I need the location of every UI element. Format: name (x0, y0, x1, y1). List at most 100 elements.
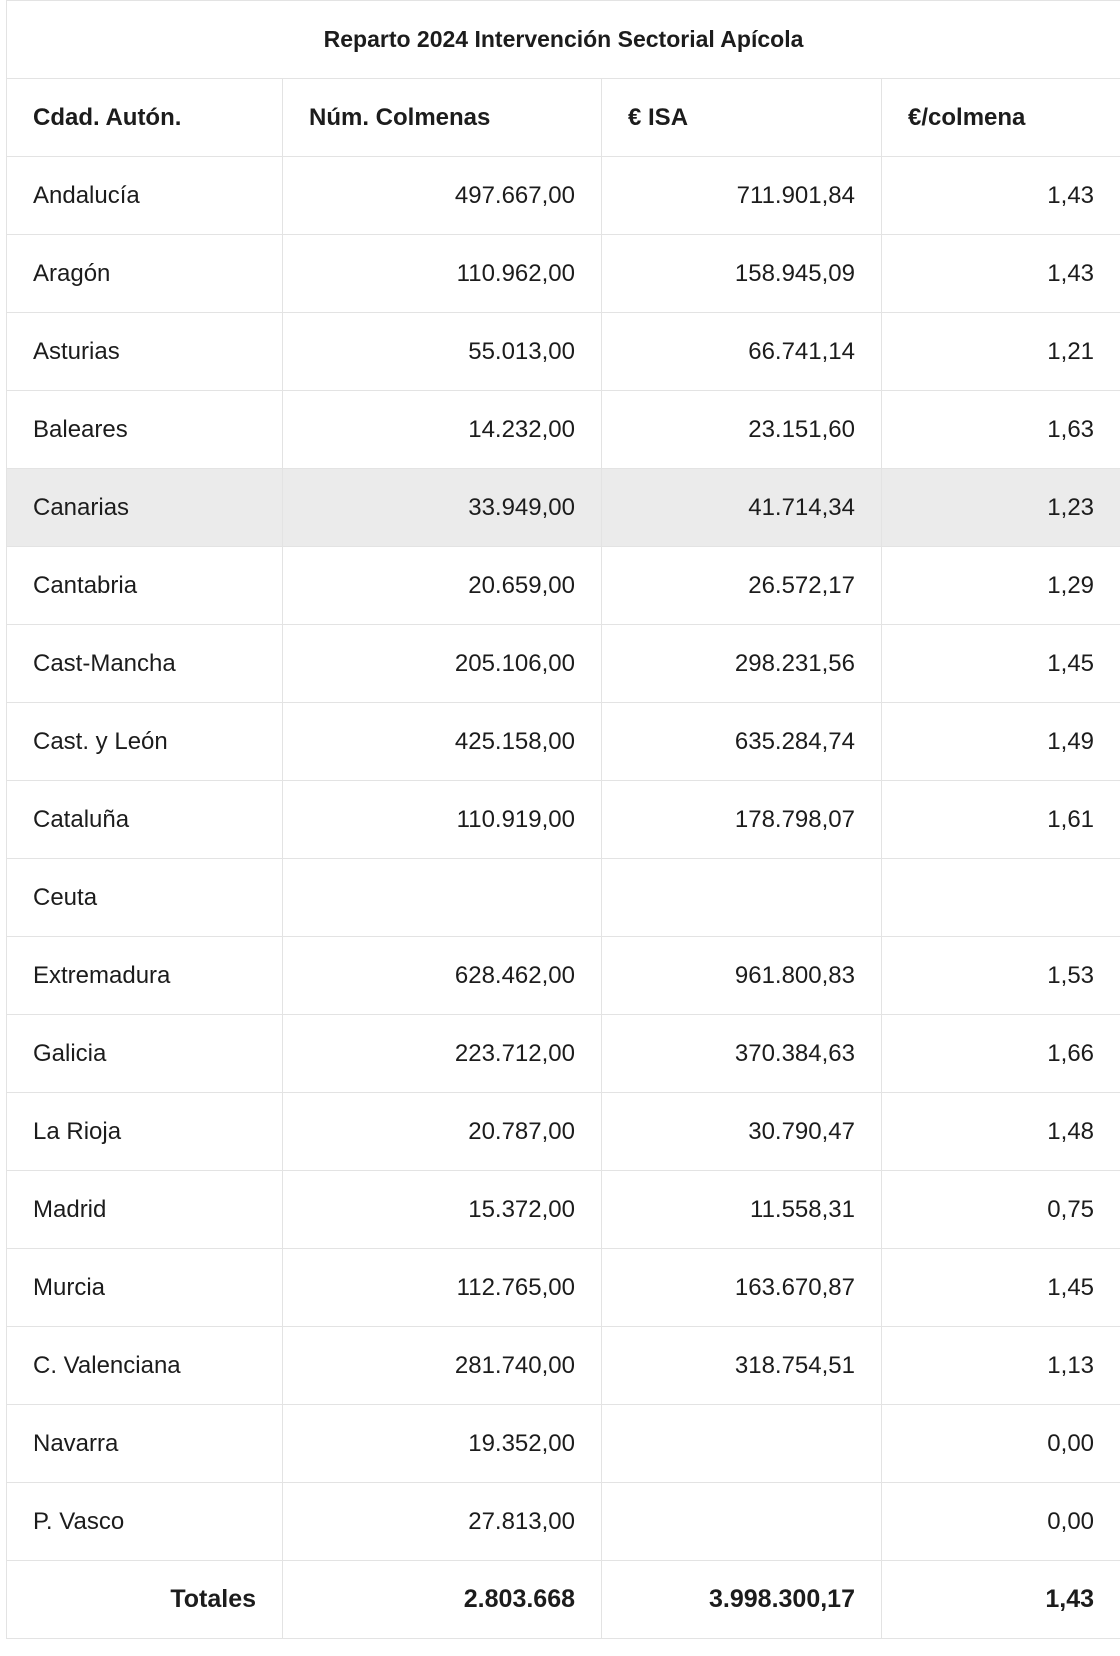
table-title: Reparto 2024 Intervención Sectorial Apíc… (5, 0, 1120, 79)
value-cell: 1,53 (880, 936, 1120, 1015)
value-cell: 370.384,63 (601, 1014, 882, 1093)
value-cell: 110.962,00 (282, 234, 602, 313)
table-body: Andalucía 497.667,00 711.901,84 1,43 Aragón 1… (6, 156, 1120, 1639)
data-row: La Rioja 20.787,00 30.790,47 1,48 (6, 1092, 1120, 1171)
data-row: Cast. y León 425.158,00 635.284,74 1,49 (6, 702, 1120, 781)
region-cell: Cast-Mancha (6, 624, 283, 703)
data-row: Cataluña 110.919,00 178.798,07 1,61 (6, 780, 1120, 859)
value-cell: 281.740,00 (282, 1326, 602, 1405)
column-header: Cdad. Autón. (6, 78, 283, 157)
value-cell: 1,23 (880, 468, 1120, 547)
data-row: Cantabria 20.659,00 26.572,17 1,29 (6, 546, 1120, 625)
value-cell: 163.670,87 (601, 1248, 882, 1327)
value-cell: 1,49 (880, 702, 1120, 781)
value-cell: 26.572,17 (601, 546, 882, 625)
value-cell: 205.106,00 (282, 624, 602, 703)
data-row: Extremadura 628.462,00 961.800,83 1,53 (6, 936, 1120, 1015)
header-row: Cdad. Autón. Núm. Colmenas € ISA €/colmena (6, 78, 1120, 157)
region-cell: Extremadura (6, 936, 283, 1015)
data-row: Murcia 112.765,00 163.670,87 1,45 (6, 1248, 1120, 1327)
totals-row: Totales 2.803.668 3.998.300,17 1,43 (6, 1560, 1120, 1639)
region-cell: Galicia (6, 1014, 283, 1093)
value-cell: 41.714,34 (601, 468, 882, 547)
region-cell: Baleares (6, 390, 283, 469)
value-cell: 33.949,00 (282, 468, 602, 547)
value-cell: 0,75 (880, 1170, 1120, 1249)
value-cell: 30.790,47 (601, 1092, 882, 1171)
value-cell: 1,66 (880, 1014, 1120, 1093)
value-cell (601, 1482, 882, 1561)
totals-value: 3.998.300,17 (601, 1560, 882, 1639)
column-header: €/colmena (880, 78, 1120, 157)
title-row: Reparto 2024 Intervención Sectorial Apíc… (5, 0, 1120, 79)
region-cell: Navarra (6, 1404, 283, 1483)
value-cell: 158.945,09 (601, 234, 882, 313)
region-cell: Cast. y León (6, 702, 283, 781)
value-cell: 15.372,00 (282, 1170, 602, 1249)
data-row: Aragón 110.962,00 158.945,09 1,43 (6, 234, 1120, 313)
value-cell: 66.741,14 (601, 312, 882, 391)
data-row: Asturias 55.013,00 66.741,14 1,21 (6, 312, 1120, 391)
value-cell: 1,21 (880, 312, 1120, 391)
value-cell: 1,29 (880, 546, 1120, 625)
value-cell: 318.754,51 (601, 1326, 882, 1405)
value-cell: 55.013,00 (282, 312, 602, 391)
data-row: Madrid 15.372,00 11.558,31 0,75 (6, 1170, 1120, 1249)
value-cell: 425.158,00 (282, 702, 602, 781)
region-cell: Murcia (6, 1248, 283, 1327)
data-row: Andalucía 497.667,00 711.901,84 1,43 (6, 156, 1120, 235)
value-cell: 1,63 (880, 390, 1120, 469)
value-cell: 628.462,00 (282, 936, 602, 1015)
value-cell: 1,61 (880, 780, 1120, 859)
value-cell: 497.667,00 (282, 156, 602, 235)
value-cell (880, 858, 1120, 937)
data-row: Cast-Mancha 205.106,00 298.231,56 1,45 (6, 624, 1120, 703)
value-cell: 223.712,00 (282, 1014, 602, 1093)
value-cell: 20.787,00 (282, 1092, 602, 1171)
value-cell: 19.352,00 (282, 1404, 602, 1483)
totals-label: Totales (6, 1560, 283, 1639)
region-cell: Ceuta (6, 858, 283, 937)
column-header: Núm. Colmenas (282, 78, 602, 157)
value-cell: 1,45 (880, 624, 1120, 703)
value-cell: 27.813,00 (282, 1482, 602, 1561)
region-cell: Cataluña (6, 780, 283, 859)
value-cell: 635.284,74 (601, 702, 882, 781)
value-cell: 1,48 (880, 1092, 1120, 1171)
totals-value: 2.803.668 (282, 1560, 602, 1639)
data-row: Ceuta (6, 858, 1120, 937)
region-cell: Canarias (6, 468, 283, 547)
allocation-table: Reparto 2024 Intervención Sectorial Apíc… (5, 0, 1120, 1639)
region-cell: C. Valenciana (6, 1326, 283, 1405)
data-row: Baleares 14.232,00 23.151,60 1,63 (6, 390, 1120, 469)
region-cell: Asturias (6, 312, 283, 391)
value-cell: 14.232,00 (282, 390, 602, 469)
value-cell: 0,00 (880, 1482, 1120, 1561)
value-cell: 178.798,07 (601, 780, 882, 859)
region-cell: Aragón (6, 234, 283, 313)
value-cell: 110.919,00 (282, 780, 602, 859)
value-cell (601, 858, 882, 937)
value-cell: 112.765,00 (282, 1248, 602, 1327)
data-row: P. Vasco 27.813,00 0,00 (6, 1482, 1120, 1561)
data-row: Navarra 19.352,00 0,00 (6, 1404, 1120, 1483)
region-cell: La Rioja (6, 1092, 283, 1171)
data-row: Canarias 33.949,00 41.714,34 1,23 (6, 468, 1120, 547)
region-cell: Madrid (6, 1170, 283, 1249)
value-cell: 1,43 (880, 234, 1120, 313)
data-row: C. Valenciana 281.740,00 318.754,51 1,13 (6, 1326, 1120, 1405)
value-cell: 0,00 (880, 1404, 1120, 1483)
value-cell (282, 858, 602, 937)
region-cell: Andalucía (6, 156, 283, 235)
value-cell: 1,45 (880, 1248, 1120, 1327)
value-cell: 20.659,00 (282, 546, 602, 625)
totals-value: 1,43 (880, 1560, 1120, 1639)
value-cell: 1,43 (880, 156, 1120, 235)
value-cell: 298.231,56 (601, 624, 882, 703)
value-cell (601, 1404, 882, 1483)
region-cell: Cantabria (6, 546, 283, 625)
value-cell: 711.901,84 (601, 156, 882, 235)
value-cell: 961.800,83 (601, 936, 882, 1015)
column-header: € ISA (601, 78, 882, 157)
